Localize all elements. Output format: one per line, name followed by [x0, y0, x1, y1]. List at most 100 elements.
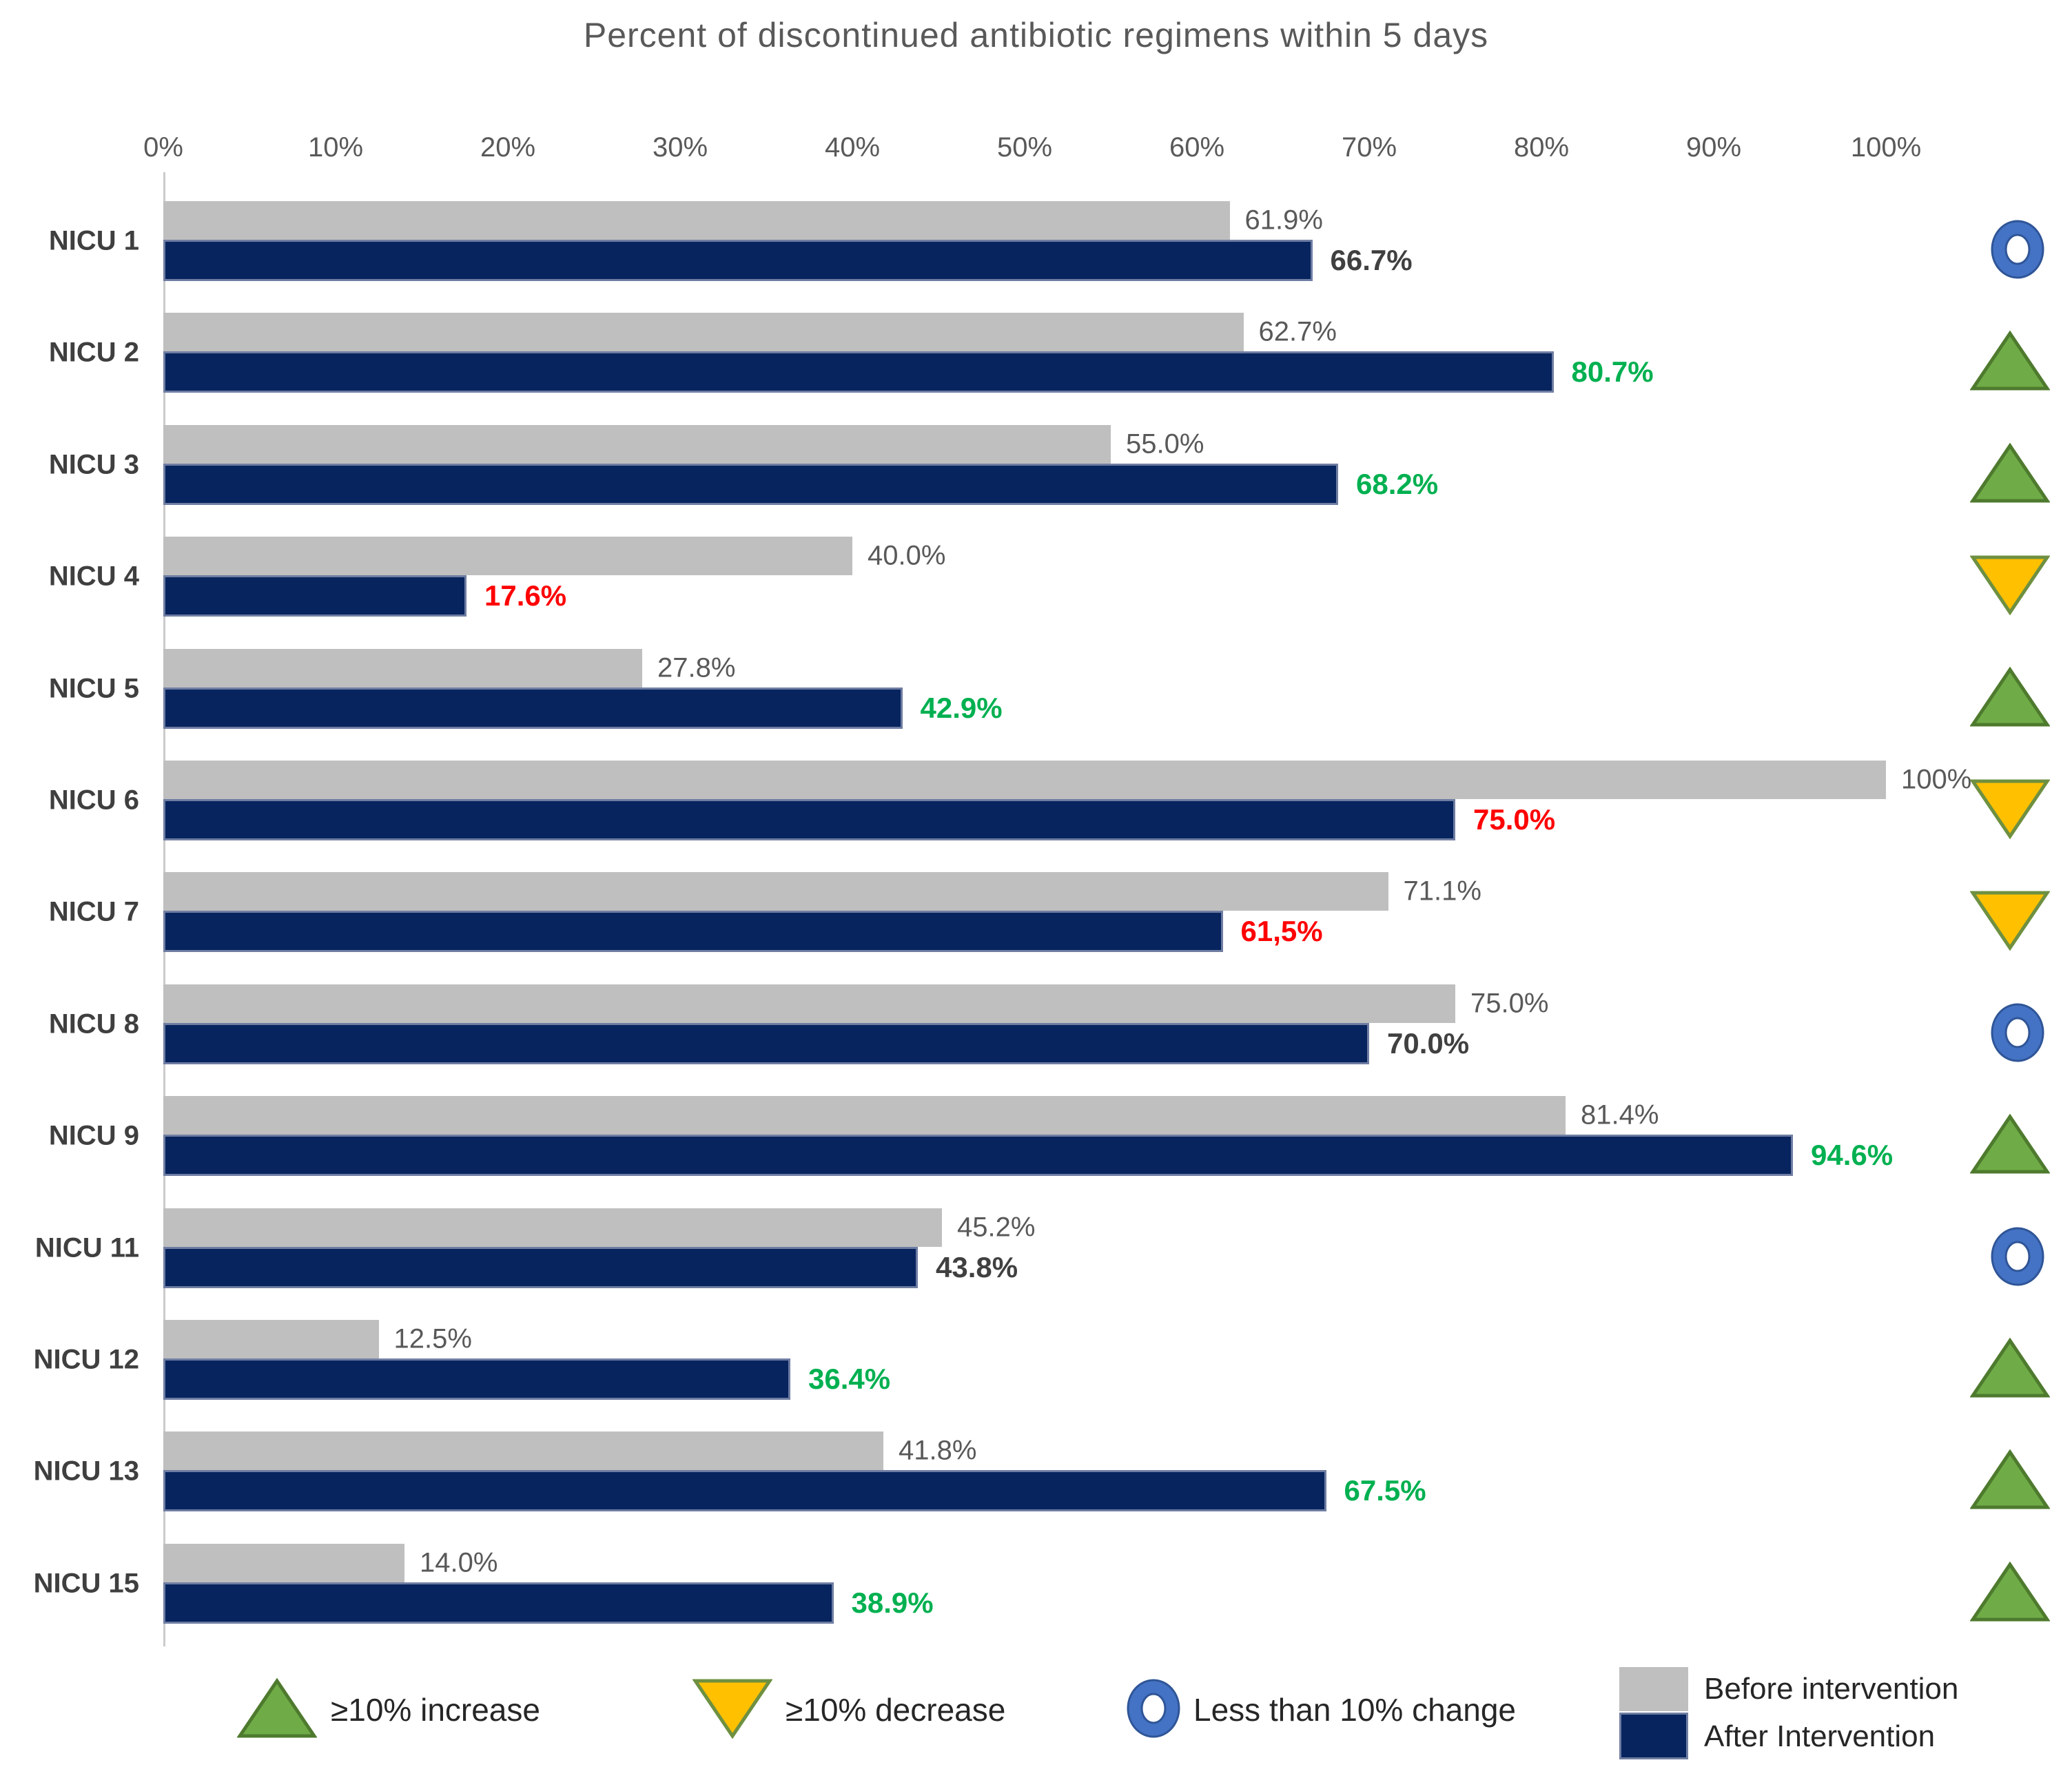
decrease-icon [1969, 890, 2051, 951]
no-change-icon [1990, 1227, 2045, 1286]
x-axis-tick: 80% [1513, 132, 1570, 163]
bar-before-intervention [163, 201, 1230, 240]
category-label: NICU 11 [34, 1232, 139, 1263]
value-before: 27.8% [657, 652, 736, 683]
increase-icon [236, 1677, 318, 1739]
bar-after-intervention [163, 1582, 834, 1624]
x-axis-tick: 10% [307, 132, 364, 163]
category-label: NICU 13 [33, 1456, 139, 1487]
value-after: 43.8% [936, 1250, 1018, 1283]
category-label: NICU 12 [33, 1344, 139, 1375]
bar-after-intervention [163, 575, 466, 617]
value-before: 40.0% [868, 540, 946, 571]
bar-before-intervention [163, 424, 1111, 464]
increase-icon [1969, 1561, 2051, 1622]
bar-after-intervention [163, 911, 1223, 953]
legend-decrease-label: ≥10% decrease [786, 1692, 1006, 1728]
chart-title: Percent of discontinued antibiotic regim… [583, 16, 1489, 54]
increase-icon [1969, 666, 2051, 727]
before-intervention-swatch [1619, 1667, 1688, 1711]
value-after: 80.7% [1571, 355, 1654, 389]
legend-after-label: After Intervention [1704, 1719, 1936, 1753]
bar-before-intervention [163, 761, 1886, 799]
bar-after-intervention [163, 463, 1338, 505]
x-axis-tick: 50% [996, 132, 1053, 163]
category-label: NICU 4 [48, 561, 139, 592]
category-label: NICU 8 [48, 1009, 139, 1040]
decrease-icon [1969, 555, 2051, 616]
x-axis-tick: 70% [1341, 132, 1397, 163]
bar-before-intervention [163, 1543, 404, 1582]
value-after: 67.5% [1344, 1474, 1426, 1507]
bar-before-intervention [163, 872, 1388, 911]
bar-after-intervention [163, 1022, 1369, 1064]
decrease-icon [1969, 778, 2051, 840]
value-after: 75.0% [1473, 803, 1556, 836]
legend-increase-label: ≥10% increase [331, 1692, 540, 1728]
bar-after-intervention [163, 1470, 1326, 1512]
value-before: 41.8% [899, 1435, 977, 1466]
bar-before-intervention [163, 1096, 1566, 1135]
legend-no-change-label: Less than 10% change [1193, 1692, 1517, 1728]
increase-icon [1969, 1449, 2051, 1510]
bar-before-intervention [163, 537, 852, 576]
category-label: NICU 2 [48, 337, 139, 368]
increase-icon [1969, 330, 2051, 391]
value-after: 17.6% [484, 579, 567, 612]
bar-after-intervention [163, 799, 1455, 840]
value-before: 71.1% [1403, 876, 1481, 907]
value-before: 55.0% [1126, 428, 1204, 459]
decrease-icon [692, 1678, 773, 1739]
category-label: NICU 7 [48, 896, 139, 927]
x-axis-tick: 60% [1169, 132, 1225, 163]
category-label: NICU 6 [48, 785, 139, 816]
x-axis-tick: 40% [824, 132, 881, 163]
x-axis-tick: 30% [652, 132, 708, 163]
category-label: NICU 1 [48, 225, 139, 256]
no-change-icon [1126, 1679, 1181, 1738]
x-axis-tick: 100% [1850, 132, 1922, 163]
value-before: 100% [1901, 764, 1972, 795]
value-after: 42.9% [920, 691, 1003, 724]
category-label: NICU 3 [48, 449, 139, 480]
x-axis-tick: 20% [480, 132, 536, 163]
bar-before-intervention [163, 1431, 883, 1471]
bar-before-intervention [163, 313, 1244, 352]
x-axis-tick: 90% [1685, 132, 1742, 163]
bar-before-intervention [163, 1208, 942, 1247]
bar-after-intervention [163, 1135, 1793, 1177]
increase-icon [1969, 1337, 2051, 1398]
value-before: 75.0% [1470, 988, 1549, 1019]
bar-after-intervention [163, 1246, 918, 1288]
value-after: 70.0% [1387, 1026, 1470, 1059]
category-label: NICU 5 [48, 673, 139, 704]
category-label: NICU 15 [33, 1568, 139, 1599]
bar-after-intervention [163, 351, 1554, 393]
no-change-icon [1990, 1003, 2045, 1062]
value-after: 66.7% [1330, 244, 1413, 276]
value-before: 61.9% [1244, 205, 1323, 236]
value-after: 36.4% [808, 1363, 891, 1395]
value-before: 62.7% [1258, 316, 1337, 347]
bar-after-intervention [163, 1358, 790, 1400]
bar-before-intervention [163, 984, 1455, 1023]
value-after: 61,5% [1240, 915, 1323, 948]
after-intervention-swatch [1619, 1713, 1688, 1759]
x-axis-tick: 0% [143, 132, 183, 163]
value-before: 14.0% [420, 1547, 498, 1578]
bar-before-intervention [163, 1320, 379, 1358]
no-change-icon [1990, 220, 2045, 279]
value-before: 12.5% [393, 1323, 472, 1354]
value-after: 68.2% [1356, 467, 1439, 500]
increase-icon [1969, 442, 2051, 504]
category-label: NICU 9 [48, 1120, 139, 1151]
bar-before-intervention [163, 648, 642, 688]
increase-icon [1969, 1113, 2051, 1175]
value-after: 94.6% [1811, 1139, 1894, 1172]
value-before: 45.2% [957, 1212, 1036, 1243]
legend-before-label: Before intervention [1704, 1672, 1959, 1706]
value-after: 38.9% [851, 1586, 934, 1619]
value-before: 81.4% [1581, 1099, 1659, 1130]
bar-after-intervention [163, 240, 1313, 281]
